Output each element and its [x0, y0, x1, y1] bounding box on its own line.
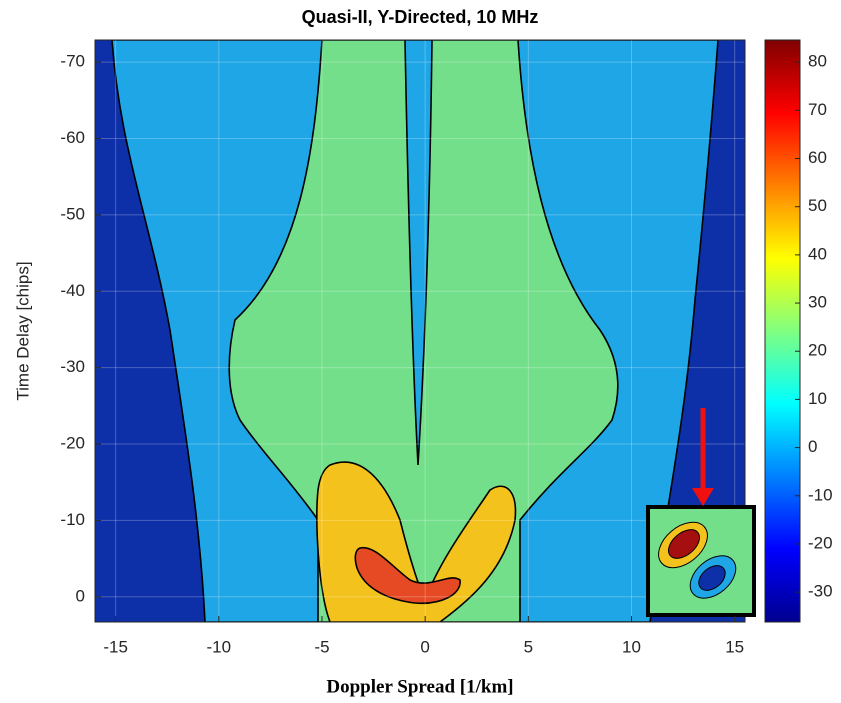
contour-field — [95, 40, 745, 622]
colorbar-tick-label: 60 — [808, 148, 827, 167]
colorbar — [764, 39, 801, 623]
x-tick-label: 15 — [725, 637, 744, 656]
colorbar-tick-label: 20 — [808, 341, 827, 360]
inset-pos-core — [668, 529, 700, 559]
y-tick-label: -10 — [60, 510, 85, 529]
x-tick-label: -5 — [314, 637, 329, 656]
colorbar-tick-label: 40 — [808, 244, 827, 263]
x-tick-label: 5 — [524, 637, 533, 656]
plot-frame — [94, 39, 746, 623]
y-tick-label: -70 — [60, 52, 85, 71]
y-tick-label: 0 — [76, 586, 85, 605]
region-peak — [354, 547, 461, 605]
x-tick-label: 0 — [420, 637, 429, 656]
colorbar-tick-label: 80 — [808, 52, 827, 71]
colorbar-tick-label: 30 — [808, 293, 827, 312]
colorbar-tick-label: -20 — [808, 533, 833, 552]
y-tick-label: -40 — [60, 281, 85, 300]
colorbar-tick-label: 50 — [808, 196, 827, 215]
center-spike — [404, 40, 433, 466]
chart-title: Quasi-II, Y-Directed, 10 MHz — [302, 7, 539, 27]
x-axis-label: Doppler Spread [1/km] — [326, 676, 513, 697]
inset-neg-core — [698, 565, 726, 591]
inset — [646, 408, 756, 617]
x-tick-label: -15 — [103, 637, 128, 656]
colorbar-tick-label: 0 — [808, 437, 817, 456]
x-tick-label: -10 — [207, 637, 232, 656]
colorbar-tick-label: -30 — [808, 582, 833, 601]
y-tick-label: -30 — [60, 357, 85, 376]
colorbar-tick-label: 10 — [808, 389, 827, 408]
arrow-head — [692, 488, 714, 506]
y-axis-label: Time Delay [chips] — [13, 261, 32, 400]
x-tick-label: 10 — [622, 637, 641, 656]
y-tick-label: -60 — [60, 128, 85, 147]
colorbar-tick-label: 70 — [808, 100, 827, 119]
y-tick-label: -50 — [60, 204, 85, 223]
colorbar-tick-label: -10 — [808, 485, 833, 504]
y-tick-label: -20 — [60, 434, 85, 453]
